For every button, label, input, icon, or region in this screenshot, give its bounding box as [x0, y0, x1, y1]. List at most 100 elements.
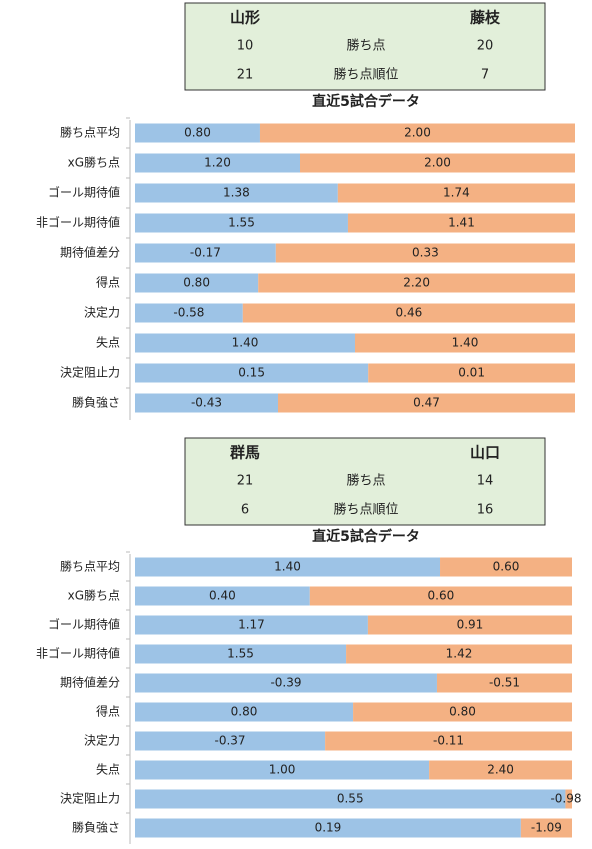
team-name: 群馬	[230, 444, 260, 462]
left-value: 1.55	[227, 647, 254, 661]
left-value: 1.40	[274, 560, 301, 574]
row-label: 失点	[96, 335, 120, 350]
row-label: xG勝ち点	[68, 155, 120, 170]
left-value: 1.00	[269, 763, 296, 777]
left-value: -0.39	[270, 676, 301, 690]
left-value: 1.17	[238, 618, 265, 632]
left-value: 0.40	[209, 589, 236, 603]
header-value: 20	[477, 39, 494, 54]
row-label: 非ゴール期待値	[36, 646, 120, 661]
row-label: 勝負強さ	[72, 395, 120, 410]
left-value: 0.80	[231, 705, 258, 719]
left-value: -0.17	[190, 246, 221, 260]
right-bar	[300, 153, 575, 173]
left-value: -0.37	[215, 734, 246, 748]
row-label: 勝ち点平均	[60, 559, 120, 574]
right-value: 2.00	[424, 156, 451, 170]
left-bar	[135, 333, 355, 353]
header-label: 勝ち点	[346, 39, 385, 54]
header-value: 7	[481, 68, 489, 83]
left-bar	[135, 183, 338, 203]
right-value: 2.20	[403, 276, 430, 290]
header-value: 16	[477, 503, 494, 518]
section-title: 直近5試合データ	[312, 528, 420, 545]
right-value: -0.98	[550, 792, 581, 806]
row-label: 勝ち点平均	[60, 125, 120, 140]
right-value: 0.33	[412, 246, 439, 260]
right-bar	[259, 123, 575, 143]
row-label: 決定力	[84, 305, 120, 320]
row-label: ゴール期待値	[48, 617, 120, 632]
right-bar	[347, 213, 575, 233]
right-value: 1.40	[452, 336, 479, 350]
left-bar	[135, 213, 348, 233]
team-name: 山形	[230, 9, 260, 27]
header-value: 21	[237, 68, 254, 83]
right-bar	[368, 363, 575, 383]
right-value: 0.01	[458, 366, 485, 380]
header-label: 勝ち点	[346, 474, 385, 489]
right-bar	[242, 303, 576, 323]
left-bar	[135, 673, 437, 693]
left-value: 1.40	[232, 336, 259, 350]
right-value: 0.80	[449, 705, 476, 719]
row-label: 期待値差分	[60, 675, 120, 690]
right-value: -1.09	[531, 821, 562, 835]
right-bar	[346, 644, 572, 664]
row-label: 勝負強さ	[72, 820, 120, 835]
right-value: 2.00	[404, 126, 431, 140]
right-bar	[565, 789, 572, 809]
header-value: 10	[237, 39, 254, 54]
row-label: ゴール期待値	[48, 185, 120, 200]
left-bar	[135, 303, 243, 323]
left-value: 1.20	[204, 156, 231, 170]
header-label: 勝ち点順位	[333, 503, 398, 518]
right-value: -0.11	[433, 734, 464, 748]
left-bar	[135, 615, 368, 635]
row-label: 決定力	[84, 733, 120, 748]
row-label: 期待値差分	[60, 245, 120, 260]
team-name: 山口	[470, 444, 500, 462]
right-bar	[325, 731, 572, 751]
right-value: 1.41	[448, 216, 475, 230]
row-label: 決定阻止力	[60, 365, 120, 380]
left-bar	[135, 760, 430, 780]
left-value: 0.15	[238, 366, 265, 380]
left-bar	[135, 273, 259, 293]
left-bar	[135, 586, 310, 606]
right-value: 0.60	[428, 589, 455, 603]
right-value: 0.47	[413, 396, 440, 410]
header-value: 21	[237, 474, 254, 489]
row-label: 失点	[96, 762, 120, 777]
right-value: 0.60	[493, 560, 520, 574]
right-bar	[520, 818, 572, 838]
left-bar	[135, 644, 347, 664]
left-bar	[135, 153, 300, 173]
left-value: 0.80	[184, 126, 211, 140]
right-value: 0.46	[396, 306, 423, 320]
row-label: 得点	[96, 704, 120, 719]
left-bar	[135, 123, 260, 143]
header-label: 勝ち点順位	[333, 68, 398, 83]
row-label: 決定阻止力	[60, 791, 120, 806]
right-bar	[309, 586, 572, 606]
header-box	[184, 2, 546, 91]
left-bar	[135, 243, 276, 263]
left-value: 0.19	[315, 821, 342, 835]
left-bar	[135, 731, 326, 751]
right-value: 1.74	[443, 186, 470, 200]
right-bar	[355, 333, 575, 353]
right-bar	[367, 615, 572, 635]
row-label: 非ゴール期待値	[36, 215, 120, 230]
left-value: -0.58	[173, 306, 204, 320]
team-name: 藤枝	[470, 9, 501, 27]
right-bar	[436, 673, 572, 693]
right-bar	[337, 183, 575, 203]
row-label: 得点	[96, 275, 120, 290]
right-value: 2.40	[487, 763, 514, 777]
right-bar	[353, 702, 572, 722]
header-value: 6	[241, 503, 249, 518]
right-bar	[275, 243, 575, 263]
left-bar	[135, 702, 354, 722]
